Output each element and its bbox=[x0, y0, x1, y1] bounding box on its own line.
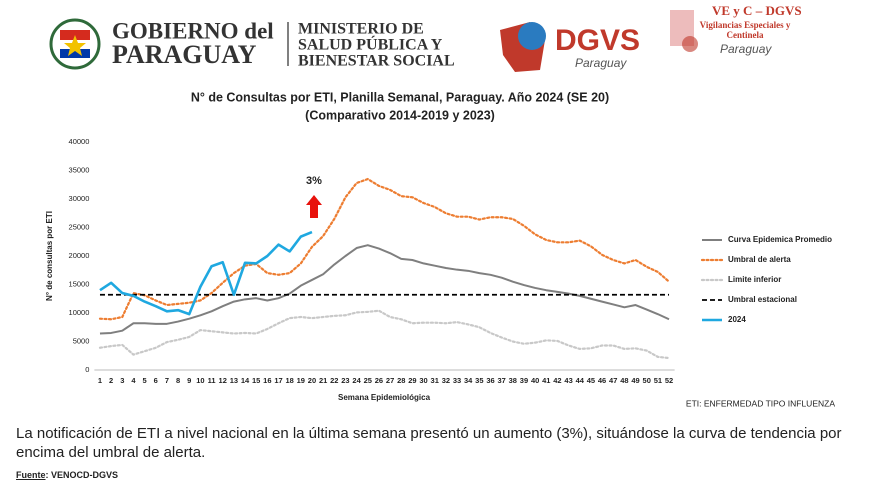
x-tick-label: 25 bbox=[364, 376, 372, 385]
dgvs-sub: Paraguay bbox=[575, 56, 627, 70]
x-tick-label: 12 bbox=[219, 376, 227, 385]
ministry: MINISTERIO DE bbox=[298, 21, 424, 38]
gov-line2: PARAGUAY bbox=[112, 40, 257, 69]
dgvs-logo bbox=[500, 22, 546, 72]
x-tick-label: 29 bbox=[408, 376, 416, 385]
x-tick-label: 51 bbox=[654, 376, 662, 385]
vec-country: Paraguay bbox=[720, 42, 772, 56]
ministry: BIENESTAR SOCIAL bbox=[298, 53, 455, 70]
x-tick-label: 36 bbox=[486, 376, 494, 385]
x-tick-label: 32 bbox=[442, 376, 450, 385]
annotation: 3% bbox=[306, 175, 322, 187]
y-tick-label: 0 bbox=[85, 365, 89, 374]
legend-label: Limite inferior bbox=[728, 275, 781, 284]
y-tick-label: 40000 bbox=[69, 137, 90, 146]
series-line bbox=[98, 177, 671, 321]
x-tick-label: 48 bbox=[620, 376, 628, 385]
source-label: Fuente bbox=[16, 470, 46, 480]
source-text: : VENOCD-DGVS bbox=[45, 470, 119, 480]
x-tick-label: 2 bbox=[109, 376, 113, 385]
x-tick-label: 13 bbox=[230, 376, 238, 385]
x-tick-label: 6 bbox=[154, 376, 158, 385]
x-tick-label: 11 bbox=[208, 376, 216, 385]
vec-sub: Centinela bbox=[727, 30, 764, 40]
series-line bbox=[98, 309, 671, 360]
chart-subtitle: (Comparativo 2014-2019 y 2023) bbox=[305, 108, 495, 122]
series-line bbox=[99, 230, 313, 316]
x-tick-label: 30 bbox=[419, 376, 427, 385]
x-tick-label: 4 bbox=[131, 376, 136, 385]
x-tick-label: 37 bbox=[497, 376, 505, 385]
x-tick-label: 35 bbox=[475, 376, 483, 385]
x-tick-label: 3 bbox=[120, 376, 124, 385]
legend-label: Umbral de alerta bbox=[728, 255, 791, 264]
note: ETI: ENFERMEDAD TIPO INFLUENZA bbox=[686, 398, 835, 408]
gov-logo bbox=[49, 18, 101, 70]
chart-title: N° de Consultas por ETI, Planilla Semana… bbox=[191, 90, 609, 104]
x-tick-label: 20 bbox=[308, 376, 316, 385]
plot: 0 5000 10000 15000 20000 25000 30000 35000 40000… bbox=[69, 137, 833, 385]
y-tick-label: 30000 bbox=[69, 194, 90, 203]
x-tick-label: 42 bbox=[553, 376, 561, 385]
x-tick-label: 34 bbox=[464, 376, 473, 385]
legend-label: 2024 bbox=[728, 315, 746, 324]
x-tick-label: 14 bbox=[241, 376, 250, 385]
x-tick-label: 49 bbox=[631, 376, 639, 385]
x-tick-label: 8 bbox=[176, 376, 180, 385]
x-tick-label: 43 bbox=[564, 376, 572, 385]
x-tick-label: 41 bbox=[542, 376, 550, 385]
x-tick-label: 24 bbox=[352, 376, 361, 385]
body-text: La notificación de ETI a nivel nacional … bbox=[16, 425, 842, 461]
x-tick-label: 47 bbox=[609, 376, 617, 385]
x-tick-label: 46 bbox=[598, 376, 606, 385]
y-tick-label: 25000 bbox=[69, 222, 90, 231]
legend-label: Umbral estacional bbox=[728, 295, 797, 304]
x-tick-label: 23 bbox=[341, 376, 349, 385]
x-tick-label: 19 bbox=[297, 376, 305, 385]
gov-line1: GOBIERNO del bbox=[112, 18, 274, 43]
x-tick-label: 15 bbox=[252, 376, 260, 385]
y-tick-label: 5000 bbox=[73, 336, 90, 345]
x-tick-label: 17 bbox=[274, 376, 282, 385]
vec-sub: Vigilancias Especiales y bbox=[700, 20, 791, 30]
x-tick-label: 18 bbox=[285, 376, 293, 385]
x-tick-label: 16 bbox=[263, 376, 271, 385]
x-tick-label: 31 bbox=[431, 376, 439, 385]
x-tick-label: 50 bbox=[643, 376, 651, 385]
x-tick-label: 9 bbox=[187, 376, 191, 385]
y-tick-label: 15000 bbox=[69, 279, 90, 288]
x-tick-label: 28 bbox=[397, 376, 405, 385]
x-tick-label: 21 bbox=[319, 376, 327, 385]
x-tick-label: 26 bbox=[375, 376, 383, 385]
x-tick-label: 10 bbox=[196, 376, 204, 385]
x-axis-label: Semana Epidemiológica bbox=[338, 393, 431, 402]
x-tick-label: 38 bbox=[509, 376, 517, 385]
x-tick-label: 27 bbox=[386, 376, 394, 385]
x-tick-label: 39 bbox=[520, 376, 528, 385]
x-tick-label: 5 bbox=[143, 376, 147, 385]
series-line bbox=[99, 244, 670, 335]
x-tick-label: 33 bbox=[453, 376, 461, 385]
y-tick-label: 10000 bbox=[69, 308, 90, 317]
vec-title: VE y C – DGVS bbox=[712, 3, 802, 18]
vec-logo bbox=[670, 10, 698, 52]
x-tick-label: 44 bbox=[576, 376, 585, 385]
y-axis-label: N° de consultas por ETI bbox=[45, 211, 54, 301]
x-tick-label: 1 bbox=[98, 376, 102, 385]
x-tick-label: 45 bbox=[587, 376, 595, 385]
y-tick-label: 35000 bbox=[69, 165, 90, 174]
legend-label: Curva Epidemica Promedio bbox=[728, 235, 832, 244]
x-tick-label: 52 bbox=[665, 376, 673, 385]
x-tick-label: 22 bbox=[330, 376, 338, 385]
y-tick-label: 20000 bbox=[69, 251, 90, 260]
ministry: SALUD PÚBLICA Y bbox=[298, 35, 443, 54]
x-tick-label: 7 bbox=[165, 376, 169, 385]
source: Fuente: VENOCD-DGVS bbox=[16, 470, 118, 480]
x-tick-label: 40 bbox=[531, 376, 539, 385]
arrow bbox=[306, 195, 322, 218]
dgvs: DGVS bbox=[555, 24, 640, 57]
